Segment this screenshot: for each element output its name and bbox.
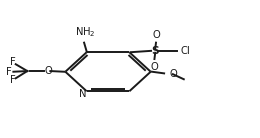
Text: F: F: [10, 75, 16, 85]
Text: O: O: [151, 62, 158, 72]
Text: NH$_2$: NH$_2$: [75, 25, 96, 39]
Text: N: N: [79, 89, 86, 99]
Text: Cl: Cl: [180, 46, 190, 56]
Text: F: F: [6, 67, 12, 77]
Text: F: F: [10, 57, 16, 67]
Text: O: O: [152, 30, 160, 39]
Text: O: O: [44, 66, 52, 76]
Text: S: S: [151, 46, 159, 56]
Text: O: O: [169, 69, 177, 79]
